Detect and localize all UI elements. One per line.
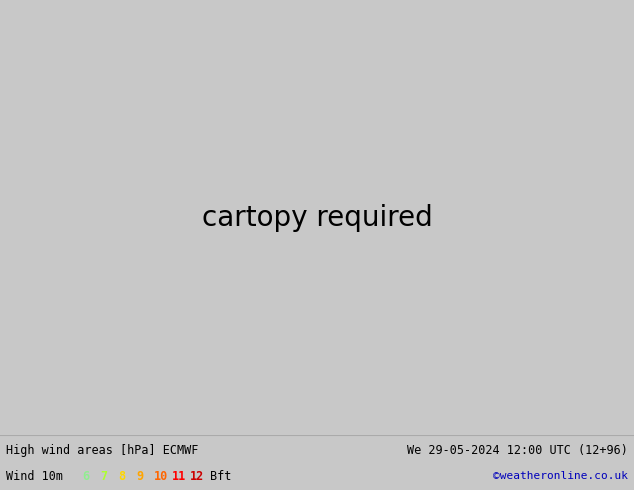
Text: We 29-05-2024 12:00 UTC (12+96): We 29-05-2024 12:00 UTC (12+96) <box>407 443 628 457</box>
Text: Bft: Bft <box>210 469 231 483</box>
Text: 10: 10 <box>154 469 168 483</box>
Text: High wind areas [hPa] ECMWF: High wind areas [hPa] ECMWF <box>6 443 198 457</box>
Text: cartopy required: cartopy required <box>202 203 432 232</box>
Text: Wind 10m: Wind 10m <box>6 469 63 483</box>
Text: 11: 11 <box>172 469 186 483</box>
Text: 7: 7 <box>100 469 107 483</box>
Text: 12: 12 <box>190 469 204 483</box>
Text: 6: 6 <box>82 469 89 483</box>
Text: 8: 8 <box>118 469 125 483</box>
Text: 9: 9 <box>136 469 143 483</box>
Text: ©weatheronline.co.uk: ©weatheronline.co.uk <box>493 471 628 481</box>
